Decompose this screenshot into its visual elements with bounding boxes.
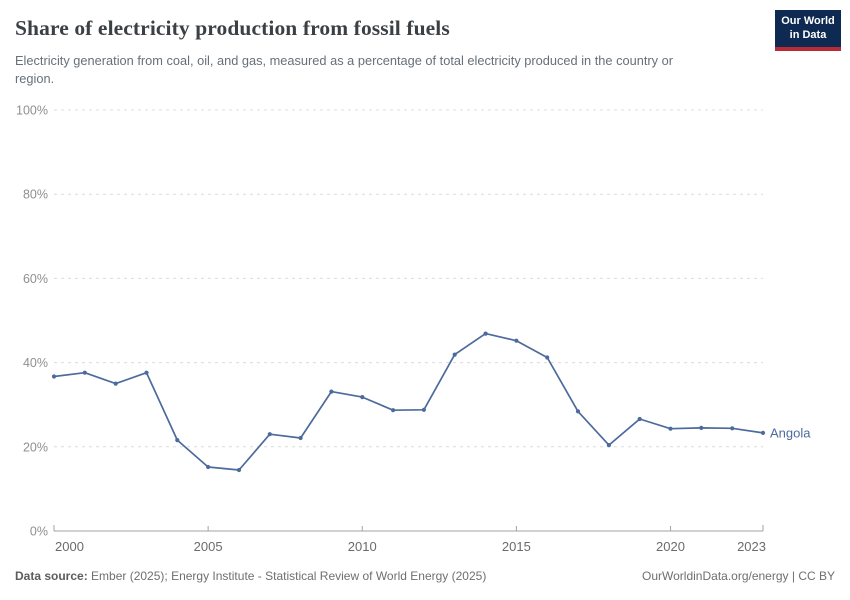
data-point-angola-2003 (144, 370, 149, 375)
logo-text-line2: in Data (789, 28, 827, 41)
y-axis-label-80: 80% (23, 188, 48, 202)
data-point-angola-2001 (82, 370, 87, 375)
data-point-angola-2021 (699, 425, 704, 430)
data-source-note: Data source: Ember (2025); Energy Instit… (15, 569, 486, 583)
data-point-angola-2007 (267, 432, 272, 437)
data-point-angola-2010 (360, 395, 365, 400)
series-line-angola (53, 332, 764, 471)
data-point-angola-2005 (206, 464, 211, 470)
y-axis-label-40: 40% (23, 356, 48, 370)
data-point-angola-2008 (298, 435, 303, 441)
data-point-angola-2017 (575, 409, 581, 414)
y-axis-label-100: 100% (16, 104, 48, 118)
owid-logo: Our World in Data (775, 10, 841, 51)
y-axis-label-0: 0% (30, 525, 48, 539)
owid-link-and-license[interactable]: OurWorldinData.org/energy | CC BY (642, 569, 835, 583)
x-axis-label-2015: 2015 (502, 539, 531, 554)
chart-subtitle: Electricity generation from coal, oil, a… (15, 53, 673, 86)
x-axis-label-2000: 2000 (55, 539, 84, 554)
data-point-angola-2011 (391, 408, 396, 413)
logo-text-line1: Our World (781, 15, 835, 27)
data-point-angola-2023 (760, 430, 766, 435)
data-source-label: Data source: (15, 569, 88, 583)
x-axis-label-2010: 2010 (348, 539, 377, 554)
y-axis-label-60: 60% (23, 272, 48, 286)
data-point-angola-2020 (668, 426, 673, 431)
data-point-angola-2016 (545, 355, 550, 360)
page-title: Share of electricity production from fos… (15, 16, 450, 40)
data-point-angola-2022 (730, 426, 735, 431)
line-chart: 0% 20% 40% 60% 80% 100% 2000 2005 2010 2015 2020 20… (16, 104, 811, 555)
x-axis-label-2005: 2005 (194, 539, 223, 554)
data-point-angola-2019 (637, 416, 642, 422)
data-point-angola-2014 (483, 331, 488, 336)
data-point-angola-2015 (514, 338, 519, 343)
data-point-angola-2013 (452, 352, 457, 357)
data-point-angola-2006 (236, 467, 242, 473)
y-axis-label-20: 20% (23, 440, 48, 454)
data-point-angola-2009 (329, 389, 334, 394)
data-source-text: Ember (2025); Energy Institute - Statist… (87, 569, 487, 583)
x-axis-label-2020: 2020 (656, 539, 685, 554)
data-point-angola-2018 (606, 443, 612, 448)
x-axis-label-2023: 2023 (737, 539, 766, 554)
data-point-angola-2002 (113, 381, 118, 386)
data-point-angola-2012 (421, 407, 426, 412)
chart-footer: Data source: Ember (2025); Energy Instit… (15, 569, 835, 583)
data-point-angola-2004 (175, 438, 180, 443)
entity-label-angola[interactable]: Angola (770, 425, 811, 440)
data-point-angola-2000 (51, 374, 57, 379)
